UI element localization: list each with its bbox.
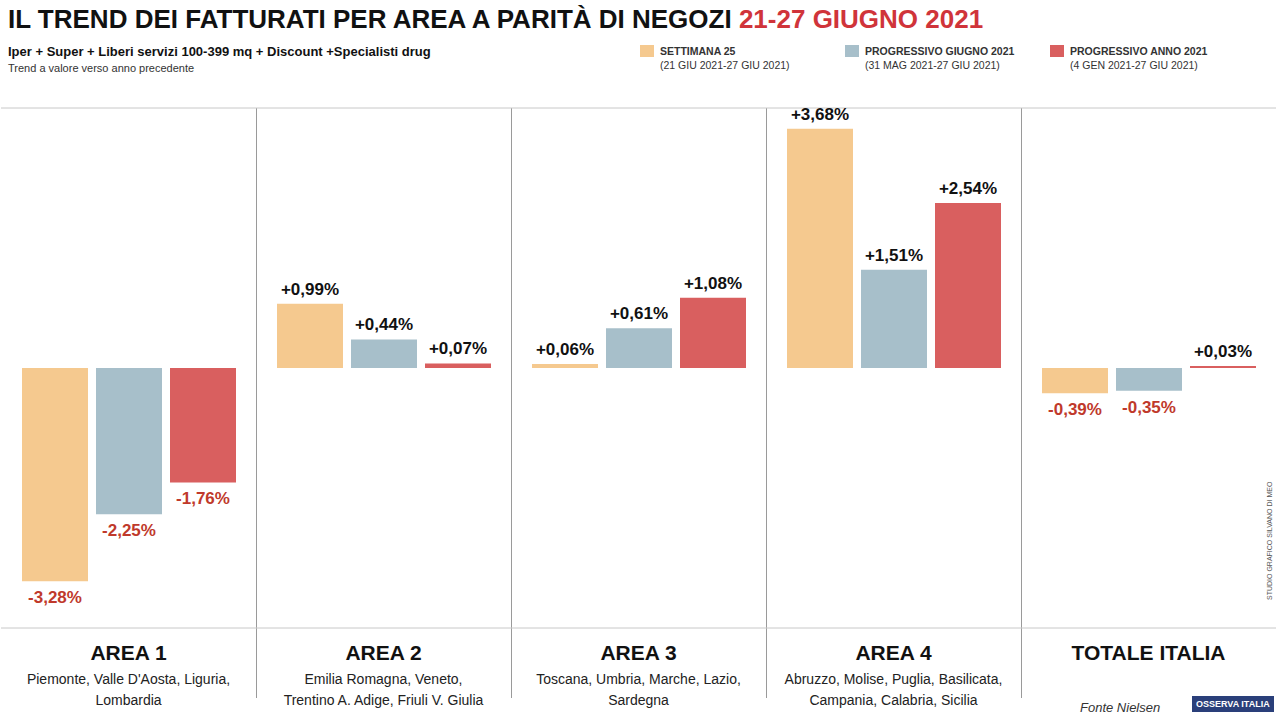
svg-text:+0,07%: +0,07%	[429, 339, 487, 358]
html-text:(31 MAG 2021-27 GIU 2021): (31 MAG 2021-27 GIU 2021)	[865, 59, 1000, 71]
svg-text:+3,68%: +3,68%	[791, 105, 849, 124]
svg-text:AREA 2: AREA 2	[345, 641, 421, 664]
svg-text:+1,08%: +1,08%	[684, 274, 742, 293]
html-text:Iper + Super + Liberi servizi: Iper + Super + Liberi servizi 100-399 mq…	[8, 44, 431, 59]
svg-text:Campania, Calabria, Sicilia: Campania, Calabria, Sicilia	[809, 692, 977, 708]
html-text:PROGRESSIVO ANNO 2021: PROGRESSIVO ANNO 2021	[1070, 45, 1208, 57]
html-text:OSSERVA ITALIA: OSSERVA ITALIA	[1196, 699, 1270, 709]
svg-text:+0,61%: +0,61%	[610, 304, 668, 323]
html-text:IL TREND DEI FATTURATI PER ARE: IL TREND DEI FATTURATI PER AREA A PARITÀ…	[8, 4, 984, 34]
svg-text:AREA 3: AREA 3	[600, 641, 676, 664]
svg-text:AREA 1: AREA 1	[90, 641, 167, 664]
svg-text:Trentino A. Adige, Friuli V. G: Trentino A. Adige, Friuli V. Giulia	[284, 692, 484, 708]
svg-text:-2,25%: -2,25%	[102, 521, 156, 540]
svg-text:-1,76%: -1,76%	[176, 489, 230, 508]
svg-text:+0,99%: +0,99%	[281, 280, 339, 299]
svg-text:Sardegna: Sardegna	[608, 692, 669, 708]
html-text:Trend a valore verso anno prec: Trend a valore verso anno precedente	[8, 62, 195, 74]
svg-text:+2,54%: +2,54%	[939, 179, 997, 198]
svg-text:AREA 4: AREA 4	[855, 641, 932, 664]
html-text:STUDIO GRAFICO SILVANO DI MEO: STUDIO GRAFICO SILVANO DI MEO	[1266, 481, 1273, 600]
html-text:SETTIMANA 25: SETTIMANA 25	[660, 45, 736, 57]
html-text:Fonte Nielsen: Fonte Nielsen	[1080, 700, 1161, 715]
html-text:(21 GIU 2021-27 GIU 2021): (21 GIU 2021-27 GIU 2021)	[660, 59, 790, 71]
svg-text:+0,44%: +0,44%	[355, 315, 413, 334]
html-text:PROGRESSIVO GIUGNO 2021: PROGRESSIVO GIUGNO 2021	[865, 45, 1015, 57]
svg-text:Toscana, Umbria, Marche, Lazio: Toscana, Umbria, Marche, Lazio,	[536, 671, 741, 687]
svg-text:Abruzzo, Molise, Puglia, Basil: Abruzzo, Molise, Puglia, Basilicata,	[785, 671, 1003, 687]
svg-text:Lombardia: Lombardia	[95, 692, 161, 708]
svg-text:-0,39%: -0,39%	[1048, 400, 1102, 419]
svg-text:-0,35%: -0,35%	[1122, 398, 1176, 417]
svg-text:-3,28%: -3,28%	[28, 588, 82, 607]
svg-text:+0,03%: +0,03%	[1194, 342, 1252, 361]
svg-text:Emilia Romagna, Veneto,: Emilia Romagna, Veneto,	[305, 671, 463, 687]
html-text:(4 GEN 2021-27 GIU 2021): (4 GEN 2021-27 GIU 2021)	[1070, 59, 1198, 71]
svg-text:TOTALE ITALIA: TOTALE ITALIA	[1072, 641, 1226, 664]
svg-text:+0,06%: +0,06%	[536, 340, 594, 359]
svg-text:+1,51%: +1,51%	[865, 246, 923, 265]
svg-text:Piemonte, Valle D'Aosta, Ligur: Piemonte, Valle D'Aosta, Liguria,	[27, 671, 230, 687]
